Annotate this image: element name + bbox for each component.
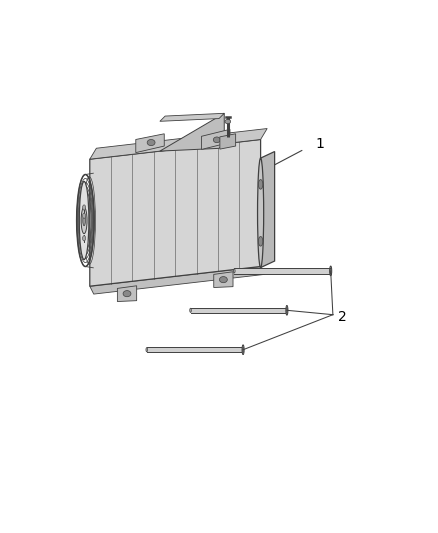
Ellipse shape [146,348,148,352]
Polygon shape [90,266,265,294]
Ellipse shape [82,205,85,210]
Ellipse shape [190,308,191,312]
Polygon shape [220,134,236,149]
Polygon shape [261,151,275,268]
Ellipse shape [213,137,220,143]
Ellipse shape [233,269,235,273]
Ellipse shape [286,308,287,313]
Polygon shape [147,347,243,352]
Text: 2: 2 [338,310,347,324]
Ellipse shape [330,268,331,274]
Polygon shape [136,134,164,152]
Ellipse shape [219,277,227,282]
Ellipse shape [82,236,85,241]
Ellipse shape [258,237,263,246]
Ellipse shape [258,180,263,189]
Ellipse shape [83,215,85,226]
Polygon shape [160,114,224,122]
Ellipse shape [243,347,244,353]
Polygon shape [201,130,230,149]
Polygon shape [117,286,137,302]
Polygon shape [191,308,287,313]
Ellipse shape [286,305,288,315]
Ellipse shape [330,266,332,276]
Polygon shape [214,272,233,287]
Polygon shape [90,128,267,159]
Ellipse shape [258,158,264,268]
Ellipse shape [225,119,231,124]
Ellipse shape [81,207,87,233]
Ellipse shape [242,345,244,354]
Ellipse shape [79,181,89,260]
Ellipse shape [82,213,85,219]
Text: 1: 1 [315,137,324,151]
Ellipse shape [147,140,155,146]
Polygon shape [234,268,331,273]
Polygon shape [160,114,224,151]
Ellipse shape [123,290,131,297]
Polygon shape [90,140,261,286]
